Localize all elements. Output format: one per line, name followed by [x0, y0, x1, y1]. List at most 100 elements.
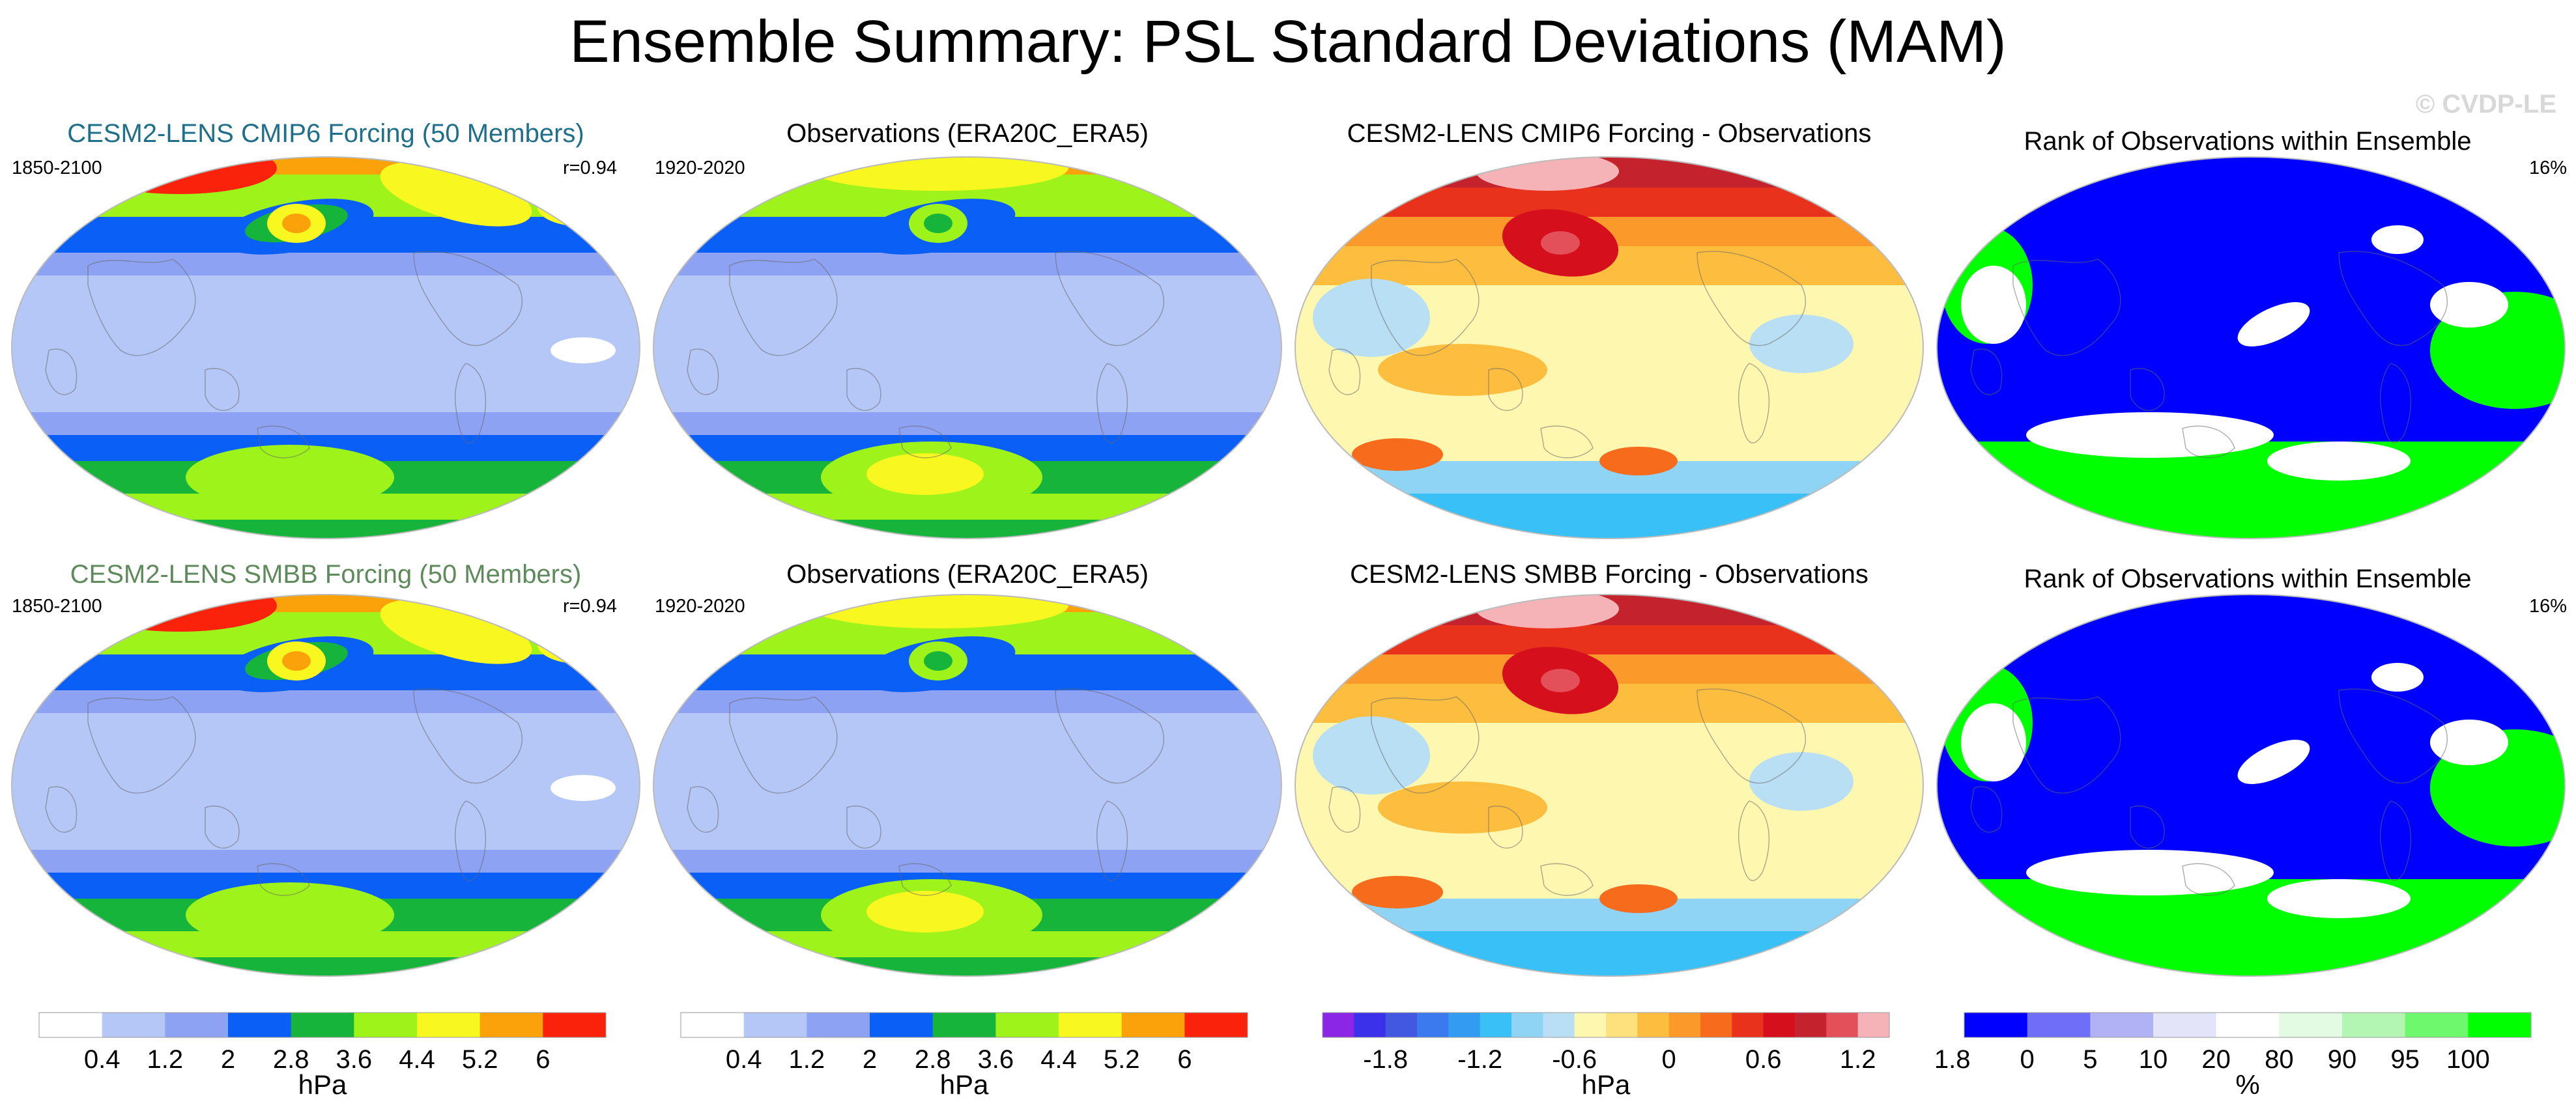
- colorbar-tick-label: 10: [2139, 1045, 2168, 1074]
- colorbar-swatch: [543, 1013, 607, 1037]
- colorbar-swatch: [2279, 1013, 2343, 1037]
- colorbar-unit: hPa: [940, 1069, 989, 1100]
- colorbar-swatch: [417, 1013, 481, 1037]
- colorbar-tick-label: 3.6: [978, 1045, 1014, 1074]
- north-subtrop-band: [653, 253, 1281, 275]
- rank-mid-asia: [1961, 703, 2026, 781]
- colorbar-swatch: [1543, 1013, 1575, 1037]
- coastline-5: [1970, 348, 2003, 395]
- arctic-band: [12, 595, 640, 612]
- antarctic-band: [653, 957, 1281, 976]
- globe-outline: [1936, 156, 2566, 539]
- colorbar-swatch: [681, 1013, 745, 1037]
- colorbar-swatch: [2216, 1013, 2280, 1037]
- so-high: [186, 445, 394, 510]
- colorbar-swatch: [1637, 1013, 1670, 1037]
- colorbar-swatch: [102, 1013, 165, 1037]
- rank-mid-atl: [2430, 720, 2508, 765]
- globe-outline: [1295, 594, 1924, 977]
- colorbar-psl-std: 0.4 1.2 2 2.8 3.6 4.4 5.2 6 hPa: [38, 1012, 607, 1100]
- panel-title-obs-2: Observations (ERA20C_ERA5): [786, 560, 1149, 589]
- colorbar-swatch: [1448, 1013, 1481, 1037]
- colorbar-tick-label: 2: [863, 1045, 877, 1074]
- map-obs-1: [653, 156, 1282, 539]
- colorbar-swatch: [870, 1013, 934, 1037]
- rank-high-south: [1937, 442, 2565, 539]
- coastline-0: [1371, 259, 1480, 356]
- rank-mid-south-2: [2267, 442, 2411, 481]
- coastline-4: [1540, 863, 1594, 896]
- aleutian-center: [924, 651, 952, 671]
- atl-neg: [1749, 752, 1853, 811]
- colorbar-tick-label: 5: [2083, 1045, 2097, 1074]
- atlantic-arctic-high: [380, 161, 532, 227]
- rank-mid-npac: [2371, 225, 2424, 254]
- colorbar-tick-label: 6: [1177, 1045, 1192, 1074]
- coastline-0: [87, 259, 196, 356]
- colorbar-swatch: [354, 1013, 418, 1037]
- coastline-3: [1096, 800, 1128, 881]
- rank-mid-atl: [2430, 282, 2508, 328]
- coastline-0: [2012, 259, 2121, 356]
- map-rank-1: [1936, 156, 2566, 539]
- coastline-2: [1055, 688, 1164, 784]
- colorbar-swatch: [291, 1013, 354, 1037]
- pacific-pos-core: [1541, 231, 1580, 255]
- rank-mid-pac: [2237, 302, 2310, 347]
- atlantic-high: [537, 188, 629, 227]
- coastline-3: [1738, 363, 1770, 443]
- coastline-0: [1371, 696, 1480, 794]
- panel-title-rank-2: Rank of Observations within Ensemble: [2024, 565, 2472, 593]
- antarctic-band: [653, 520, 1281, 539]
- south-subtrop-band: [653, 850, 1281, 873]
- colorbar-swatch: [1385, 1013, 1418, 1037]
- panel-title-model-smbb: CESM2-LENS SMBB Forcing (50 Members): [70, 560, 582, 589]
- aleutian-center: [282, 651, 311, 671]
- map-diff-smbb: [1295, 594, 1924, 977]
- colorbar-tick-label: 1.8: [1934, 1045, 1971, 1074]
- asia-neg: [1313, 279, 1430, 357]
- coastline-3: [455, 800, 487, 881]
- colorbar-swatch: [1964, 1013, 2028, 1037]
- antarctic-neg: [1295, 931, 1923, 976]
- atlantic-high: [537, 625, 629, 664]
- colorbar-swatch: [1121, 1013, 1185, 1037]
- rank-summary-2: 16%: [2528, 596, 2567, 617]
- colorbar-swatch: [995, 1013, 1059, 1037]
- colorbar-frame: [1322, 1012, 1890, 1038]
- colorbar-swatch: [1323, 1013, 1354, 1037]
- map-model-cmip6: [11, 156, 640, 539]
- rank-mid-pac: [2237, 739, 2310, 785]
- colorbar-swatch: [1574, 1013, 1607, 1037]
- south-subtrop-band: [653, 412, 1281, 435]
- coastline-5: [45, 348, 78, 395]
- rank-summary-1: 16%: [2528, 158, 2567, 178]
- coastline-4: [2182, 425, 2235, 458]
- panel-title-model-cmip6: CESM2-LENS CMIP6 Forcing (50 Members): [67, 119, 584, 148]
- coastline-5: [1328, 786, 1361, 833]
- period-label-obs-2: 1920-2020: [655, 596, 745, 617]
- colorbar-tick-label: 6: [536, 1045, 550, 1074]
- colorbar-tick-label: 2.8: [915, 1045, 951, 1074]
- colorbar-swatch: [228, 1013, 292, 1037]
- colorbar-swatch: [1480, 1013, 1512, 1037]
- colorbar-tick-label: 80: [2265, 1045, 2294, 1074]
- colorbar-tick-label: 2: [221, 1045, 235, 1074]
- coastline-3: [1096, 363, 1128, 443]
- colorbar-swatch: [1857, 1013, 1890, 1037]
- south-subtrop-band: [12, 412, 640, 435]
- antarctic-neg: [1295, 494, 1923, 539]
- colorbar-swatch: [39, 1013, 103, 1037]
- so-max: [866, 453, 984, 495]
- colorbar-tick-label: 1.2: [1840, 1045, 1876, 1074]
- rank-mid-south-2: [2267, 879, 2411, 918]
- period-label-obs-1: 1920-2020: [655, 158, 745, 178]
- asia-neg: [1313, 716, 1430, 794]
- panel-title-obs-1: Observations (ERA20C_ERA5): [786, 119, 1149, 148]
- coastline-1: [2130, 368, 2165, 411]
- coastline-1: [2130, 806, 2165, 849]
- colorbar-swatch: [1826, 1013, 1859, 1037]
- colorbar-tick-label: 0.4: [84, 1045, 121, 1074]
- rank-mid-npac: [2371, 663, 2424, 692]
- globe-outline: [1936, 594, 2566, 977]
